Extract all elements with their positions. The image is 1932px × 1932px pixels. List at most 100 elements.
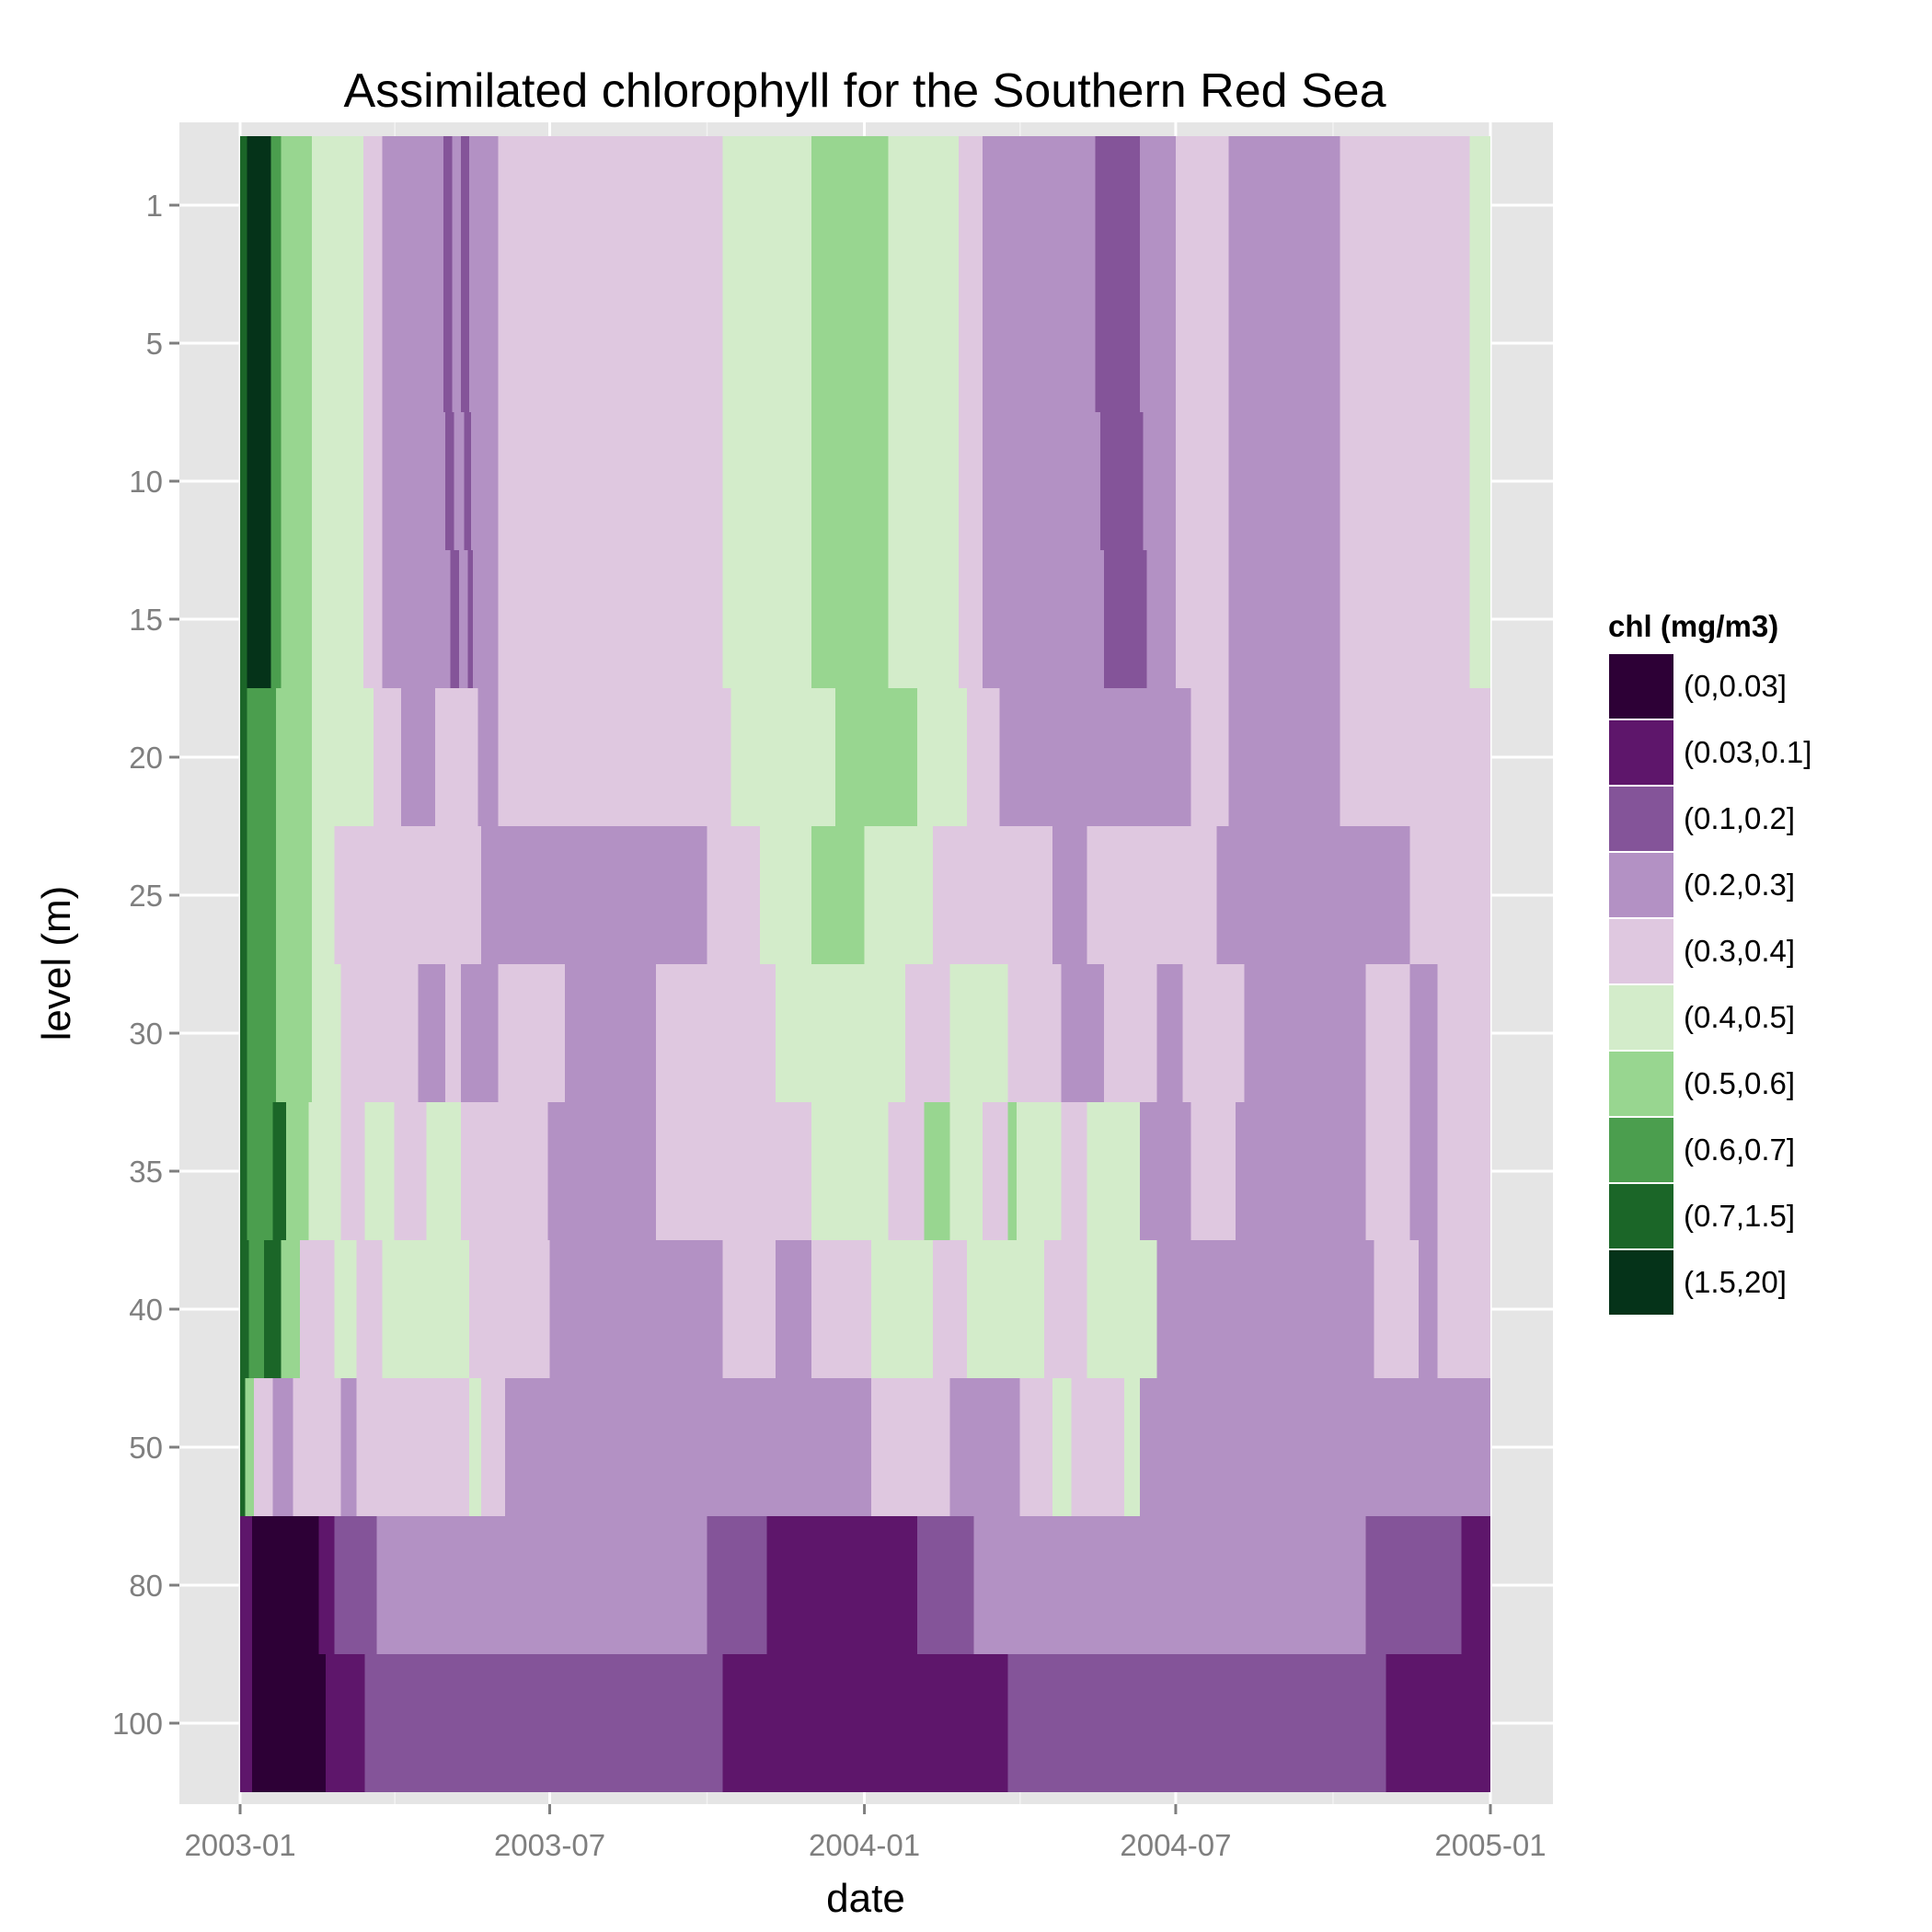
heatmap-tile [949,1102,983,1240]
heatmap-tile [1103,688,1191,826]
y-tick-label: 30 [129,1017,163,1051]
heatmap-tile [1340,412,1470,550]
heatmap-tile [1453,1378,1490,1516]
y-tick-label: 80 [129,1569,163,1603]
heatmap-tile [1071,688,1104,826]
heatmap-tile [253,1378,273,1516]
heatmap-tile [240,412,247,550]
heatmap-tile [340,1102,365,1240]
heatmap-tile [917,688,968,826]
heatmap-tile [1228,412,1340,550]
heatmap-tile [1103,550,1147,688]
heatmap-tile [464,412,471,550]
heatmap-tile [240,688,247,826]
heatmap-tile [811,826,865,964]
heatmap-tile [1437,964,1490,1102]
heatmap-tile [844,964,906,1102]
heatmap-tile [1061,412,1101,550]
heatmap-tile [1216,826,1333,964]
heatmap-tile [1190,688,1229,826]
heatmap-tile [864,826,933,964]
heatmap-tile [382,1240,470,1378]
heatmap-tile [460,964,499,1102]
heatmap-tile [300,1240,335,1378]
heatmap-tile [364,1102,395,1240]
heatmap-tile [655,964,707,1102]
heatmap-tile [318,1516,335,1654]
heatmap-tile [844,136,889,274]
heatmap-tile [958,412,983,550]
heatmap-tile [1288,1102,1366,1240]
heatmap-tile [498,136,692,274]
heatmap-tile [834,688,880,826]
heatmap-tile [958,274,983,412]
heatmap-tile [452,136,461,274]
heatmap-tile [982,1102,1008,1240]
heatmap-tile [991,826,1053,964]
heatmap-tile [460,274,470,412]
heatmap-tile [334,1240,357,1378]
heatmap-tile [1365,1516,1462,1654]
heatmap-tile [871,1378,950,1516]
heatmap-tile [281,412,313,550]
chart-title: Assimilated chlorophyll for the Southern… [343,64,1386,118]
heatmap-tile [880,688,918,826]
heatmap-tile [247,136,271,274]
heatmap-tile [1461,1516,1490,1654]
heatmap-tile [1418,1240,1438,1378]
heatmap-tile [240,1102,247,1240]
heatmap-tile [722,1240,776,1378]
heatmap-tile [252,1516,319,1654]
heatmap-tile [730,688,785,826]
heatmap-tile [760,550,811,688]
heatmap-tile [1216,1378,1366,1516]
heatmap-tile [340,964,419,1102]
heatmap-tile [498,274,692,412]
heatmap-tile [308,1102,341,1240]
legend-title: chl (mg/m3) [1608,609,1778,643]
heatmap-tile [498,688,692,826]
heatmap-tile [1007,1102,1018,1240]
heatmap-tile [722,274,761,412]
heatmap-tile [362,412,383,550]
heatmap-tile [811,274,845,412]
y-tick-label: 20 [129,741,163,775]
heatmap-tile [312,688,374,826]
heatmap-tile [394,1102,427,1240]
heatmap-tile [1103,964,1157,1102]
heatmap-tile [760,136,811,274]
heatmap-tile [784,1102,811,1240]
heatmap-tile [1017,1102,1062,1240]
heatmap-tile [722,550,761,688]
legend-swatch [1607,1050,1675,1118]
heatmap-tile [1052,1378,1072,1516]
heatmap-tile [1175,550,1229,688]
heatmap-tile [452,274,461,412]
heatmap-tile [1244,1240,1323,1378]
legend-swatch [1607,1116,1675,1184]
heatmap-tile [467,550,473,688]
heatmap-tile [691,274,723,412]
heatmap-tile [967,688,1000,826]
heatmap-tile [775,964,801,1102]
legend-label: (0.6,0.7] [1684,1133,1795,1167]
heatmap-tile [270,412,282,550]
heatmap-tile [905,964,950,1102]
heatmap-tile [1190,1102,1236,1240]
legend-swatch [1607,851,1675,919]
heatmap-tile [864,1654,1008,1792]
heatmap-tile [1322,1240,1374,1378]
heatmap-tile [498,964,566,1102]
x-tick-label: 2004-01 [809,1828,920,1862]
heatmap-tile [1332,826,1410,964]
heatmap-tile [1228,550,1340,688]
heatmap-tile [312,964,341,1102]
heatmap-tile [247,826,277,964]
heatmap-tile [1156,964,1183,1102]
heatmap-tile [949,1378,1020,1516]
heatmap-tile [1182,964,1245,1102]
heatmap-tile [276,826,313,964]
heatmap-tile [240,826,247,964]
heatmap-tile [1469,412,1490,550]
heatmap-tile [1175,136,1229,274]
